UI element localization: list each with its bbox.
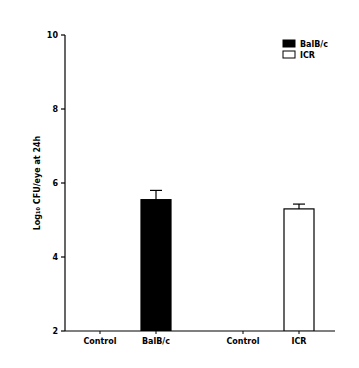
x-tick-label: Control bbox=[226, 337, 259, 346]
y-tick bbox=[61, 256, 65, 257]
x-tick-label: BalB/c bbox=[142, 337, 170, 346]
y-tick-label: 4 bbox=[52, 253, 58, 262]
y-tick-label: 6 bbox=[52, 179, 58, 188]
bars bbox=[141, 190, 314, 331]
y-axis-label: Log₁₀ CFU/eye at 24h bbox=[33, 135, 42, 230]
error-cap bbox=[150, 190, 162, 191]
legend-swatch bbox=[283, 51, 295, 58]
x-tick bbox=[299, 331, 300, 334]
y-tick bbox=[61, 330, 65, 331]
x-tick bbox=[156, 331, 157, 334]
bar bbox=[284, 209, 314, 331]
legend-label: BalB/c bbox=[300, 40, 328, 49]
y-tick bbox=[61, 108, 65, 109]
x-tick bbox=[100, 331, 101, 334]
x-tick bbox=[243, 331, 244, 334]
x-tick-label: Control bbox=[83, 337, 116, 346]
error-line bbox=[298, 204, 299, 209]
error-bar bbox=[293, 204, 305, 209]
y-tick-label: 2 bbox=[52, 327, 58, 336]
x-tick-label: ICR bbox=[291, 337, 306, 346]
chart: 2 4 6 8 10 Control BalB/c Control ICR Log₁₀ CFU/e… bbox=[0, 0, 359, 368]
y-tick-label: 10 bbox=[47, 31, 59, 40]
bar bbox=[141, 200, 171, 331]
y-tick bbox=[61, 182, 65, 183]
error-bar bbox=[150, 190, 162, 199]
legend-label: ICR bbox=[300, 51, 315, 60]
y-tick-label: 8 bbox=[52, 105, 58, 114]
legend-swatch bbox=[283, 40, 295, 47]
error-cap bbox=[293, 203, 305, 204]
error-line bbox=[155, 190, 156, 199]
y-tick bbox=[61, 34, 65, 35]
